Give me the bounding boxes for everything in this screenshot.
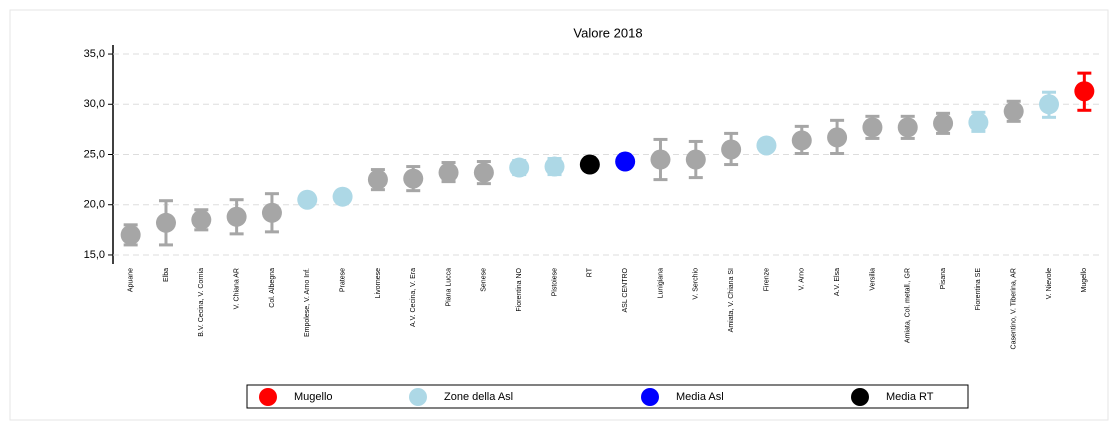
x-tick-label: Versilia bbox=[869, 268, 876, 291]
x-tick-label: Empolese, V. Arno Inf. bbox=[304, 268, 311, 337]
point bbox=[1039, 94, 1060, 115]
point bbox=[721, 139, 742, 160]
chart-frame bbox=[9, 9, 1109, 421]
x-tick-label: Col. Albegna bbox=[269, 268, 276, 308]
x-tick-label: ASL CENTRO bbox=[622, 267, 629, 312]
x-tick-label: Lunigiana bbox=[657, 268, 664, 298]
y-tick-label: 15,0 bbox=[84, 249, 105, 261]
legend-marker bbox=[641, 388, 659, 406]
point bbox=[650, 149, 671, 170]
x-tick-label: Amiata, Col. metall., GR bbox=[905, 268, 912, 343]
legend-box bbox=[246, 384, 969, 409]
y-tick-label: 35,0 bbox=[84, 48, 105, 60]
legend-marker bbox=[851, 388, 869, 406]
point bbox=[615, 151, 636, 172]
x-tick-label: V. Arno bbox=[799, 268, 806, 290]
point bbox=[509, 157, 530, 178]
x-tick-label: Senese bbox=[481, 268, 488, 292]
point bbox=[1003, 101, 1024, 122]
legend-label: Media RT bbox=[886, 391, 934, 403]
point bbox=[685, 149, 706, 170]
x-tick-label: Firenze bbox=[763, 268, 770, 291]
point bbox=[579, 154, 600, 175]
x-tick-label: Fiorentina SE bbox=[975, 268, 982, 311]
point bbox=[438, 162, 459, 183]
x-tick-label: RT bbox=[587, 267, 594, 277]
x-tick-label: Apuane bbox=[128, 268, 135, 292]
x-tick-label: Piana Lucca bbox=[445, 268, 452, 307]
x-tick-label: V. Chiana AR bbox=[233, 268, 240, 309]
legend-label: Zone della Asl bbox=[444, 391, 513, 403]
x-tick-label: Elba bbox=[163, 268, 170, 282]
point bbox=[297, 189, 318, 210]
point bbox=[261, 202, 282, 223]
legend-marker bbox=[409, 388, 427, 406]
point bbox=[226, 206, 247, 227]
point bbox=[756, 135, 777, 156]
x-tick-label: Pistoiese bbox=[551, 268, 558, 297]
point bbox=[791, 130, 812, 151]
chart-title: Valore 2018 bbox=[573, 25, 642, 40]
x-tick-label: Casentino, V. Tiberina, AR bbox=[1011, 268, 1018, 349]
x-tick-label: B.V. Cecina, V. Cornia bbox=[198, 268, 205, 337]
x-tick-label: Fiorentina NO bbox=[516, 267, 523, 311]
point bbox=[1074, 81, 1095, 102]
x-tick-label: Amiata, V. Chiana SI bbox=[728, 268, 735, 332]
point bbox=[968, 112, 989, 133]
x-tick-label: Pisana bbox=[940, 268, 947, 290]
point bbox=[827, 127, 848, 148]
x-tick-label: A.V. Cecina, V. Era bbox=[410, 268, 417, 327]
x-tick-label: Pratese bbox=[339, 268, 346, 292]
x-tick-label: Livornese bbox=[375, 268, 382, 298]
legend-marker bbox=[259, 388, 277, 406]
point bbox=[933, 113, 954, 134]
point bbox=[473, 162, 494, 183]
y-tick-label: 30,0 bbox=[84, 98, 105, 110]
y-tick-label: 25,0 bbox=[84, 148, 105, 160]
point bbox=[367, 169, 388, 190]
point bbox=[862, 117, 883, 138]
point bbox=[544, 156, 565, 177]
x-tick-label: V. Serchio bbox=[693, 268, 700, 300]
y-tick-label: 20,0 bbox=[84, 199, 105, 211]
x-tick-label: A.V. Elsa bbox=[834, 268, 841, 296]
point bbox=[191, 209, 212, 230]
point bbox=[897, 117, 918, 138]
point bbox=[332, 186, 353, 207]
point bbox=[120, 224, 141, 245]
x-tick-label: V. Nievole bbox=[1046, 268, 1053, 299]
point bbox=[403, 168, 424, 189]
legend-label: Media Asl bbox=[676, 391, 724, 403]
point bbox=[155, 212, 176, 233]
x-tick-label: Mugello bbox=[1081, 268, 1088, 293]
legend-label: Mugello bbox=[294, 391, 333, 403]
